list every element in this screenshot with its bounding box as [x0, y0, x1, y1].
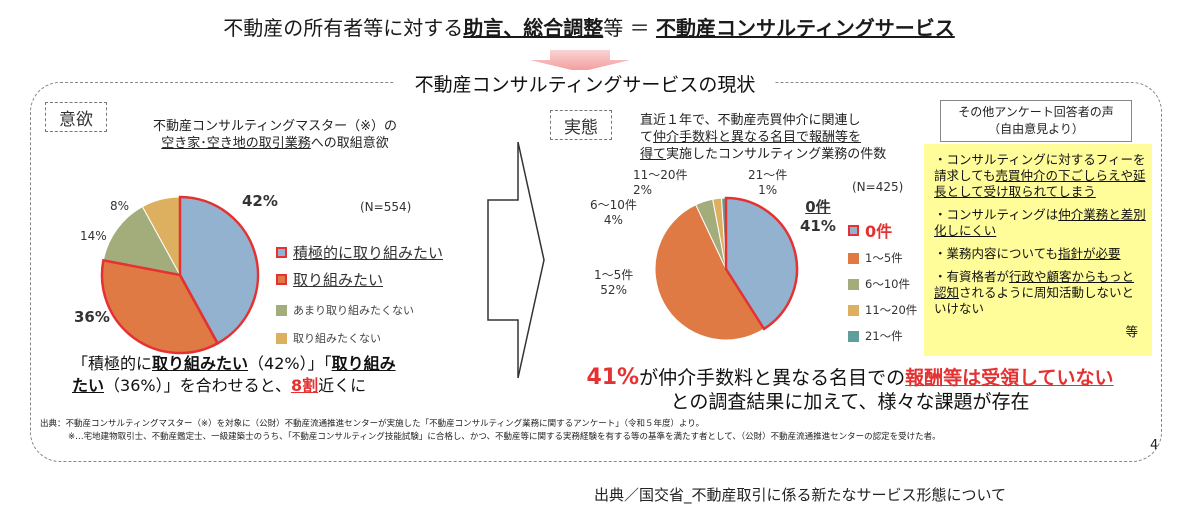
legend-item: 積極的に取り組みたい	[276, 242, 486, 263]
right-chart-n: (N=425)	[852, 180, 904, 194]
footer-citation: 出典／国交省_不動産取引に係る新たなサービス形態について	[594, 486, 1007, 504]
right-chart-title: 直近１年で、不動産売買仲介に関連し て仲介手数料と異なる名目で報酬等を 得て実施…	[640, 113, 887, 162]
voice-item: ・業務内容についても指針が必要	[934, 246, 1121, 261]
voice-end: 等	[1125, 324, 1138, 339]
right-label-1-5: 1～5件 52%	[594, 268, 634, 297]
legend-item: 21～件	[848, 328, 928, 344]
right-arrow-icon	[487, 141, 545, 379]
left-chart-n: (N=554)	[360, 200, 412, 214]
pie-slice-outline-1	[178, 195, 260, 346]
right-label-21: 21～件 1%	[748, 168, 788, 197]
legend-item: 1～5件	[848, 250, 928, 266]
down-arrow-icon	[530, 50, 630, 72]
pie-slice-3	[102, 205, 181, 276]
right-label-0: 0件 41%	[800, 198, 836, 235]
legend-item: あまり取り組みたくない	[276, 302, 486, 318]
voices-box: ・コンサルティングに対するフィーを請求しても売買仲介の下ごしらえや延長として受け…	[924, 144, 1152, 356]
voice-item: ・コンサルティングに対するフィーを請求しても売買仲介の下ごしらえや延長として受け…	[934, 152, 1146, 199]
legend-item: 取り組みたい	[276, 269, 486, 290]
pie-slice-2	[654, 204, 765, 341]
voice-item: ・コンサルティングは仲介業務と差別化しにくい	[934, 207, 1146, 238]
page-number: 4	[1150, 438, 1159, 453]
right-label-11-20: 11～20件 2%	[633, 168, 688, 197]
right-summary: 41%が仲介手数料と異なる名目での報酬等は受領していない との調査結果に加えて、…	[586, 365, 1114, 414]
legend-item: 取り組みたくない	[276, 330, 486, 346]
left-chart-title: 不動産コンサルティングマスター（※）の 空き家･空き地の取引業務への取組意欲	[152, 119, 398, 151]
panel-title: 不動産コンサルティングサービスの現状	[395, 70, 775, 96]
left-pie-chart	[100, 195, 260, 355]
left-label-42: 42%	[242, 192, 278, 210]
legend-item: 6～10件	[848, 276, 928, 292]
tag-motivation: 意欲	[45, 102, 107, 132]
left-label-8: 8%	[110, 199, 130, 213]
right-legend: 0件 1～5件 6～10件 11～20件 21～件	[848, 218, 928, 344]
legend-item: 11～20件	[848, 302, 928, 318]
header-title: 不動産の所有者等に対する助言、総合調整等 ＝ 不動産コンサルティングサービス	[223, 16, 955, 40]
voices-header: その他アンケート回答者の声 （自由意見より）	[940, 100, 1132, 142]
pie-slice-outline-2	[100, 258, 220, 355]
left-legend: 積極的に取り組みたい 取り組みたい あまり取り組みたくない 取り組みたくない	[276, 242, 486, 346]
left-label-36: 36%	[74, 308, 110, 326]
pie-slice-outline-1	[724, 196, 799, 331]
tag-reality: 実態	[550, 110, 612, 140]
voice-item: ・有資格者が行政や顧客からもっと認知されるように周知活動しないといけない	[934, 269, 1135, 316]
left-summary: 「積極的に取り組みたい（42%）」「取り組み たい（36%）」を合わせると、8割…	[72, 354, 396, 395]
legend-item: 0件	[848, 218, 928, 242]
right-label-6-10: 6～10件 4%	[590, 198, 637, 227]
source-note: 出典：不動産コンサルティングマスター（※）を対象に（公財）不動産流通推進センター…	[40, 419, 941, 442]
left-label-14: 14%	[80, 229, 107, 243]
right-pie-chart	[654, 196, 799, 341]
